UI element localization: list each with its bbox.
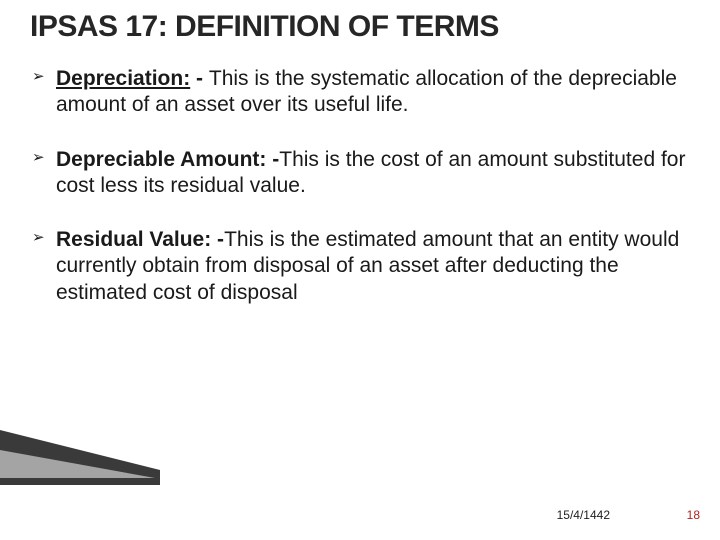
- accent-graphic: [0, 430, 160, 485]
- accent-light: [0, 450, 155, 478]
- list-item: Depreciation: - This is the systematic a…: [56, 66, 690, 119]
- accent-dark: [0, 430, 160, 485]
- slide-title: IPSAS 17: DEFINITION OF TERMS: [30, 10, 690, 44]
- term-label: Residual Value: -: [56, 228, 224, 251]
- footer-date: 15/4/1442: [557, 508, 610, 522]
- slide: IPSAS 17: DEFINITION OF TERMS Depreciati…: [0, 0, 720, 540]
- list-item: Depreciable Amount: -This is the cost of…: [56, 147, 690, 200]
- term-label: Depreciable Amount: -: [56, 148, 279, 171]
- term-label: Depreciation:: [56, 67, 190, 90]
- list-item: Residual Value: -This is the estimated a…: [56, 227, 690, 306]
- bullet-list: Depreciation: - This is the systematic a…: [30, 66, 690, 306]
- footer-page-number: 18: [687, 508, 700, 522]
- term-separator: -: [190, 67, 209, 90]
